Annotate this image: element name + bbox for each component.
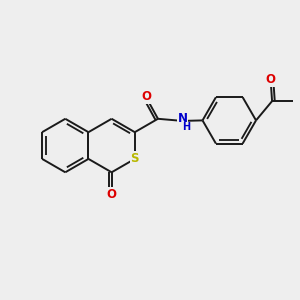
Text: H: H [182, 122, 190, 133]
Text: O: O [266, 73, 276, 86]
Text: S: S [130, 152, 139, 165]
Text: O: O [106, 188, 117, 201]
Text: N: N [178, 112, 188, 125]
Text: O: O [141, 90, 151, 104]
